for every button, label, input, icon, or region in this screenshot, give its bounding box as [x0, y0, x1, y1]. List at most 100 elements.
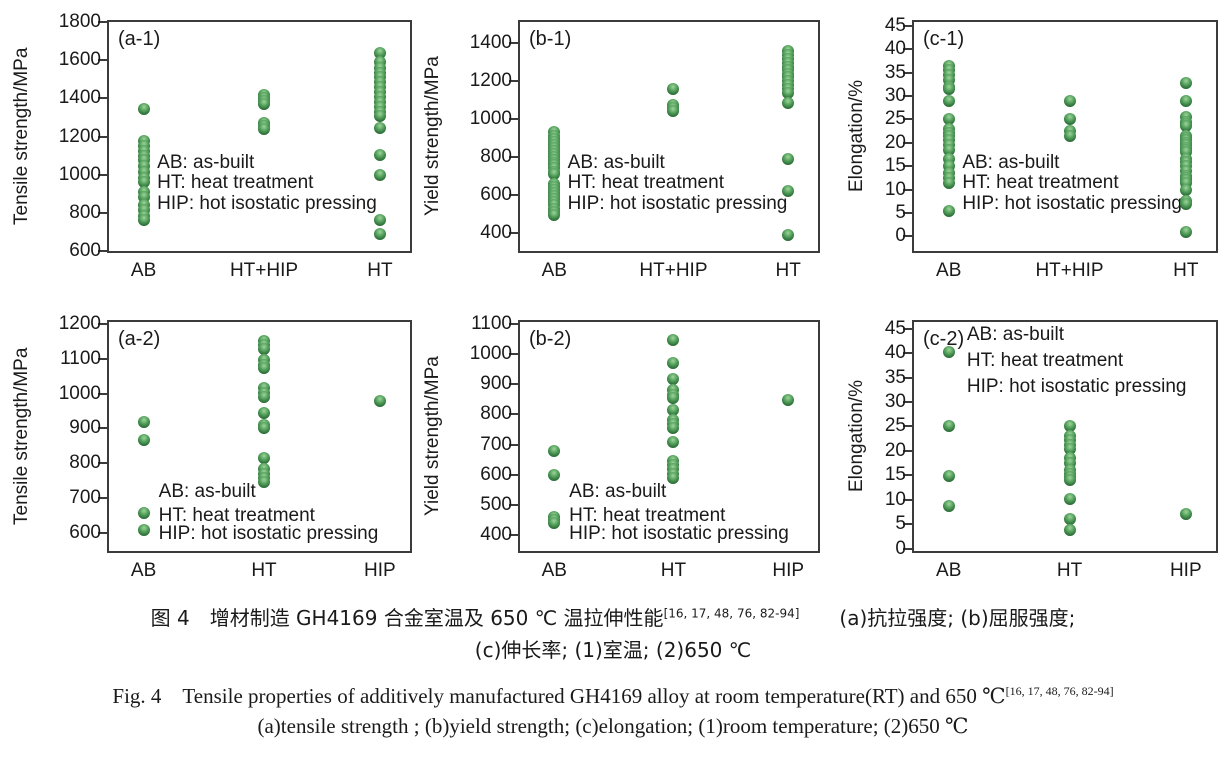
y-tick-label: 1400	[469, 31, 512, 53]
data-point	[258, 475, 270, 488]
y-tick-label: 1100	[471, 312, 512, 334]
y-tick	[903, 547, 912, 550]
data-point	[667, 421, 680, 434]
data-point	[667, 471, 680, 484]
y-tick	[98, 427, 107, 430]
data-point	[667, 372, 680, 385]
y-tick-label: 1600	[58, 49, 101, 71]
y-tick-label: 600	[480, 463, 512, 485]
data-point	[782, 184, 795, 197]
caption-zh-line2: (c)伸长率; (1)室温; (2)650 ℃	[474, 638, 752, 662]
y-tick-label: 1200	[469, 69, 512, 91]
y-tick-label: 15	[884, 155, 906, 177]
x-category-label: HIP	[364, 560, 396, 581]
y-tick	[509, 41, 518, 44]
data-point	[373, 394, 386, 407]
data-point	[1179, 508, 1192, 521]
y-tick-label: 0	[895, 537, 906, 559]
legend-line: HIP: hot isostatic pressing	[158, 522, 379, 544]
y-tick	[98, 357, 107, 360]
data-point	[373, 148, 386, 161]
subplot-a2: (a-2) Tensile strength/MPa 600 700 800 900 1…	[11, 313, 412, 581]
y-tick	[903, 327, 912, 330]
subplot-b2: (b-2) Yield strength/MPa 400 500 600 700 800…	[422, 313, 820, 581]
y-tick	[903, 352, 912, 355]
panel-label: (b-2)	[529, 328, 572, 350]
data-point	[942, 94, 955, 107]
panel-label: (a-2)	[118, 328, 161, 350]
y-tick-label: 0	[895, 225, 906, 247]
caption-zh-line1-suffix: (a)抗拉强度; (b)屈服强度;	[799, 606, 1076, 630]
y-tick	[903, 165, 912, 168]
legend-line: HT: heat treatment	[962, 172, 1119, 194]
y-tick	[509, 322, 518, 325]
data-point	[258, 422, 270, 435]
x-category-label: AB	[936, 560, 962, 581]
x-category-label: HT+HIP	[229, 260, 299, 281]
y-tick-label: 5	[895, 202, 906, 224]
data-point	[667, 82, 680, 95]
panel-label: (c-2)	[923, 328, 965, 350]
y-tick-label: 700	[69, 487, 101, 509]
legend-line: HT: heat treatment	[157, 172, 314, 194]
y-tick	[509, 231, 518, 234]
y-axis-label: Elongation/%	[846, 80, 867, 193]
data-point	[942, 143, 955, 156]
y-tick-label: 400	[480, 524, 512, 546]
legend-line: HIP: hot isostatic pressing	[569, 522, 789, 544]
data-point	[1179, 225, 1192, 238]
y-tick	[98, 322, 107, 325]
y-tick-label: 35	[884, 366, 906, 388]
x-category-label: HT	[775, 260, 801, 281]
caption-zh-line1: 图 4 增材制造 GH4169 合金室温及 650 ℃ 温拉伸性能[16, 17…	[0, 602, 1226, 631]
y-tick-label: 800	[69, 201, 101, 223]
y-tick-label: 30	[884, 391, 906, 413]
y-tick	[903, 401, 912, 404]
data-point	[373, 227, 386, 240]
y-tick	[98, 497, 107, 500]
y-axis-label: Elongation/%	[846, 380, 867, 493]
y-tick	[98, 135, 107, 138]
y-tick-label: 600	[480, 183, 512, 205]
data-point	[1063, 492, 1076, 505]
legend-line: HIP: hot isostatic pressing	[157, 193, 377, 215]
y-tick	[903, 71, 912, 74]
y-axis-label: Yield strength/MPa	[422, 356, 443, 517]
y-tick-label: 5	[895, 513, 906, 535]
data-point	[942, 500, 955, 513]
data-point	[548, 469, 561, 482]
y-axis-label: Tensile strength/MPa	[11, 347, 32, 526]
data-point	[1063, 419, 1076, 432]
y-tick-label: 10	[884, 178, 906, 200]
y-tick	[509, 413, 518, 416]
data-point	[1063, 524, 1076, 536]
y-tick-label: 800	[480, 403, 512, 425]
y-tick-label: 500	[480, 494, 512, 516]
data-point	[942, 113, 955, 126]
y-tick	[903, 118, 912, 121]
y-tick-label: 900	[69, 417, 101, 439]
data-point	[667, 333, 680, 346]
data-point	[942, 419, 955, 432]
data-point	[258, 122, 270, 135]
panel-label: (a-1)	[118, 28, 161, 50]
y-tick	[98, 21, 107, 23]
data-point	[782, 96, 795, 109]
y-tick	[98, 532, 107, 535]
y-tick-label: 45	[884, 14, 906, 36]
data-point	[373, 121, 386, 134]
subplot-b1: (b-1) Yield strength/MPa 400 600 800 1000 12…	[422, 20, 820, 281]
y-tick	[509, 504, 518, 507]
legend-line: HT: heat treatment	[569, 504, 726, 526]
legend-line: AB: as-built	[569, 480, 667, 502]
data-point	[1179, 94, 1192, 107]
caption-en-line2: (a)tensile strength ; (b)yield strength;…	[257, 714, 969, 738]
data-point	[942, 470, 955, 483]
legend-line: HT: heat treatment	[158, 504, 315, 526]
y-tick-label: 45	[884, 317, 906, 339]
data-point	[258, 362, 270, 375]
y-tick-label: 15	[884, 464, 906, 486]
x-category-label: HT	[1056, 560, 1083, 581]
y-tick	[903, 48, 912, 51]
y-tick	[903, 94, 912, 97]
